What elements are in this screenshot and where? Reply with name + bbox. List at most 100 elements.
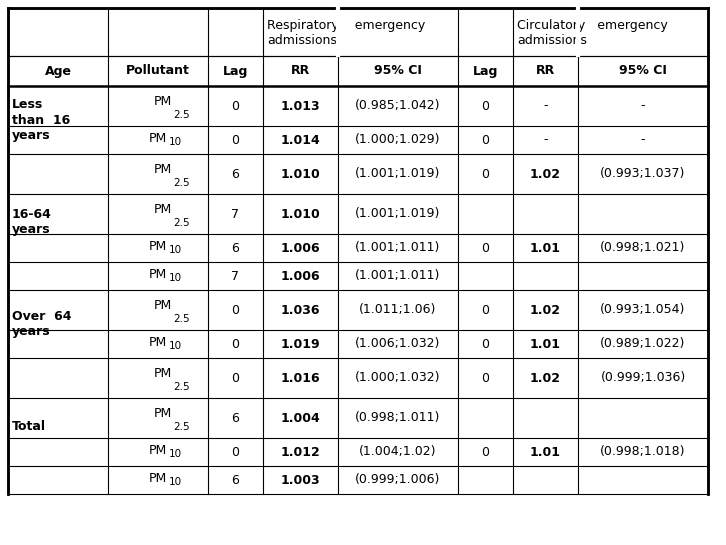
Text: 6: 6 <box>232 241 240 255</box>
Text: 2.5: 2.5 <box>173 110 189 120</box>
Text: 1.010: 1.010 <box>281 167 320 180</box>
Text: PM: PM <box>154 203 172 216</box>
Text: PM: PM <box>149 336 167 348</box>
Text: 0: 0 <box>481 241 489 255</box>
Text: 1.019: 1.019 <box>281 337 320 350</box>
Text: PM: PM <box>149 444 167 457</box>
Text: 95% CI: 95% CI <box>619 64 667 77</box>
Text: 1.012: 1.012 <box>281 445 320 458</box>
Text: 2.5: 2.5 <box>173 382 189 392</box>
Text: (0.998;1.018): (0.998;1.018) <box>600 445 686 458</box>
Text: 0: 0 <box>481 100 489 112</box>
Text: 1.02: 1.02 <box>530 304 561 317</box>
Text: (0.999;1.036): (0.999;1.036) <box>600 372 685 385</box>
Text: PM: PM <box>154 407 172 420</box>
Text: (1.000;1.029): (1.000;1.029) <box>355 134 441 147</box>
Text: 6: 6 <box>232 474 240 487</box>
Text: 7: 7 <box>232 208 240 221</box>
Text: 2.5: 2.5 <box>173 178 189 188</box>
Text: (0.993;1.054): (0.993;1.054) <box>600 304 685 317</box>
Text: 6: 6 <box>232 411 240 425</box>
Text: (1.000;1.032): (1.000;1.032) <box>355 372 441 385</box>
Text: 7: 7 <box>232 269 240 282</box>
Text: 0: 0 <box>481 445 489 458</box>
Text: Respiratory    emergency: Respiratory emergency <box>267 20 425 33</box>
Text: 10: 10 <box>169 449 182 459</box>
Text: -: - <box>543 100 547 112</box>
Text: PM: PM <box>149 471 167 485</box>
Text: (1.001;1.011): (1.001;1.011) <box>355 269 441 282</box>
Text: 1.02: 1.02 <box>530 372 561 385</box>
Text: 16-64
years: 16-64 years <box>12 208 52 236</box>
Text: (0.985;1.042): (0.985;1.042) <box>355 100 441 112</box>
Text: (1.011;1.06): (1.011;1.06) <box>359 304 436 317</box>
Text: 0: 0 <box>232 304 240 317</box>
Text: PM: PM <box>154 367 172 380</box>
Text: 1.01: 1.01 <box>530 445 561 458</box>
Text: RR: RR <box>536 64 555 77</box>
Text: PM: PM <box>154 163 172 175</box>
Text: 0: 0 <box>481 134 489 147</box>
Text: PM: PM <box>154 95 172 108</box>
Text: PM: PM <box>149 239 167 252</box>
Text: Lag: Lag <box>473 64 498 77</box>
Text: 10: 10 <box>169 245 182 255</box>
Text: admissions: admissions <box>267 33 337 46</box>
Text: 0: 0 <box>232 100 240 112</box>
Text: (0.999;1.006): (0.999;1.006) <box>355 474 441 487</box>
Text: (1.001;1.019): (1.001;1.019) <box>355 167 441 180</box>
Text: 2.5: 2.5 <box>173 422 189 432</box>
Text: PM: PM <box>154 299 172 312</box>
Text: (0.989;1.022): (0.989;1.022) <box>600 337 685 350</box>
Text: -: - <box>641 100 645 112</box>
Text: 1.036: 1.036 <box>281 304 320 317</box>
Text: (0.998;1.011): (0.998;1.011) <box>355 411 441 425</box>
Text: 0: 0 <box>232 337 240 350</box>
Text: 0: 0 <box>481 372 489 385</box>
Text: 0: 0 <box>481 167 489 180</box>
Text: Less
than  16
years: Less than 16 years <box>12 99 70 142</box>
Text: 1.02: 1.02 <box>530 167 561 180</box>
Text: 2.5: 2.5 <box>173 218 189 228</box>
Text: (0.998;1.021): (0.998;1.021) <box>600 241 685 255</box>
Text: 0: 0 <box>232 372 240 385</box>
Text: 6: 6 <box>232 167 240 180</box>
Text: (1.001;1.019): (1.001;1.019) <box>355 208 441 221</box>
Text: Over  64
years: Over 64 years <box>12 310 71 338</box>
Text: 10: 10 <box>169 341 182 351</box>
Text: admissions: admissions <box>517 33 587 46</box>
Text: RR: RR <box>291 64 310 77</box>
Text: 0: 0 <box>232 134 240 147</box>
Text: Pollutant: Pollutant <box>126 64 190 77</box>
Text: (1.004;1.02): (1.004;1.02) <box>359 445 437 458</box>
Text: 1.004: 1.004 <box>281 411 320 425</box>
Text: 1.014: 1.014 <box>281 134 320 147</box>
Text: 1.016: 1.016 <box>281 372 320 385</box>
Text: (1.006;1.032): (1.006;1.032) <box>355 337 441 350</box>
Text: -: - <box>641 134 645 147</box>
Text: 1.006: 1.006 <box>281 269 320 282</box>
Text: Lag: Lag <box>223 64 248 77</box>
Text: (1.001;1.011): (1.001;1.011) <box>355 241 441 255</box>
Text: -: - <box>543 134 547 147</box>
Text: 1.01: 1.01 <box>530 241 561 255</box>
Text: Age: Age <box>44 64 71 77</box>
Text: 1.01: 1.01 <box>530 337 561 350</box>
Text: 1.010: 1.010 <box>281 208 320 221</box>
Text: Circulatory   emergency: Circulatory emergency <box>517 20 668 33</box>
Text: 1.006: 1.006 <box>281 241 320 255</box>
Text: 10: 10 <box>169 477 182 487</box>
Text: 0: 0 <box>481 337 489 350</box>
Text: 2.5: 2.5 <box>173 314 189 324</box>
Text: 10: 10 <box>169 137 182 147</box>
Text: 95% CI: 95% CI <box>374 64 422 77</box>
Text: PM: PM <box>149 131 167 144</box>
Text: 0: 0 <box>481 304 489 317</box>
Text: PM: PM <box>149 268 167 281</box>
Text: 1.003: 1.003 <box>281 474 320 487</box>
Text: (0.993;1.037): (0.993;1.037) <box>600 167 685 180</box>
Text: 1.013: 1.013 <box>281 100 320 112</box>
Text: 0: 0 <box>232 445 240 458</box>
Text: Total: Total <box>12 420 46 433</box>
Text: 10: 10 <box>169 273 182 283</box>
